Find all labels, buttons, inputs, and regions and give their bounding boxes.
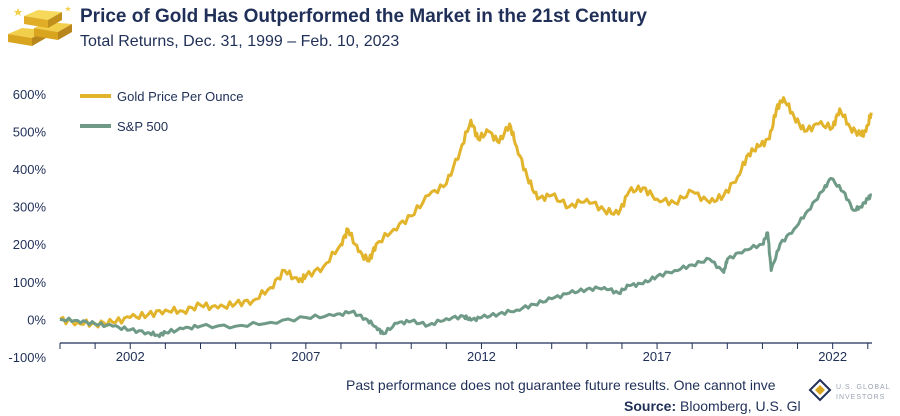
series-group [59,96,873,339]
svg-text:U.S. GLOBAL: U.S. GLOBAL [836,384,891,391]
source-text: Source: Bloomberg, U.S. Gl [624,398,804,414]
us-global-investors-logo-icon: U.S. GLOBAL INVESTORS [808,378,891,402]
disclaimer-text: Past performance does not guarantee futu… [346,377,776,393]
y-tick-label: 500% [13,124,47,139]
x-tick-label: 2002 [116,349,145,364]
svg-text:INVESTORS: INVESTORS [836,394,885,401]
y-tick-label: 200% [13,237,47,252]
legend: Gold Price Per Ounce S&P 500 [80,89,243,134]
gold-series-line [59,96,873,329]
y-tick-label: -100% [8,350,46,365]
chart-title: Price of Gold Has Outperformed the Marke… [80,6,647,27]
chart-subtitle: Total Returns, Dec. 31, 1999 – Feb. 10, … [80,33,400,50]
y-axis: -100% 0% 100% 200% 300% 400% 500% 600% [8,87,46,365]
gold-bars-icon [8,6,72,46]
x-axis: 2002 2007 2012 2017 2022 [59,342,872,364]
y-tick-label: 100% [13,275,47,290]
y-tick-label: 0% [27,312,46,327]
y-tick-label: 300% [13,200,47,215]
sp500-series-line [59,176,873,339]
x-tick-label: 2017 [643,349,672,364]
legend-label: S&P 500 [117,119,168,134]
x-tick-label: 2007 [291,349,320,364]
source-value: Bloomberg, U.S. Gl [676,398,801,414]
legend-label: Gold Price Per Ounce [117,89,243,104]
x-tick-label: 2022 [818,349,847,364]
y-tick-label: 600% [13,87,47,102]
x-tick-label: 2012 [467,349,496,364]
y-tick-label: 400% [13,162,47,177]
source-label: Source: [624,398,677,414]
